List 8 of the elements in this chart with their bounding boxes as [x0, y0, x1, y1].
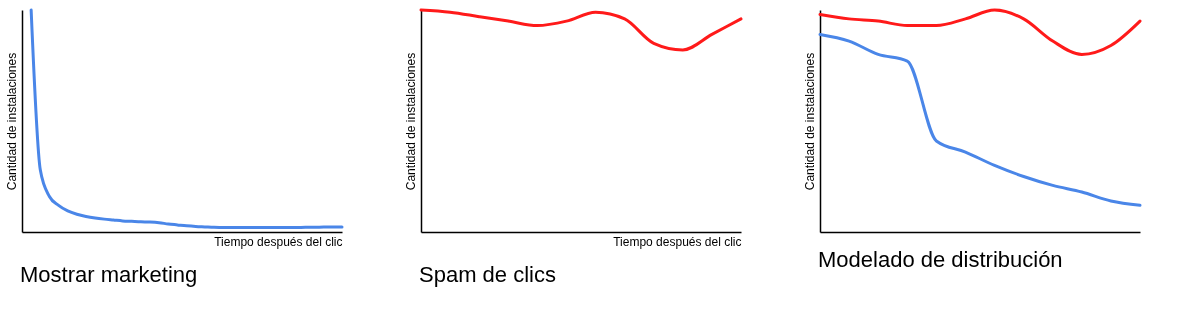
- y-axis-title: Cantidad de instalaciones: [802, 52, 817, 191]
- y-axis-title: Cantidad de instalaciones: [4, 52, 19, 191]
- text: Spam de clics: [419, 262, 556, 287]
- y-axis-title: Cantidad de instalaciones: [403, 52, 418, 191]
- text: Modelado de distribución: [818, 247, 1063, 272]
- x-axis-title: Tiempo después del clic: [214, 234, 343, 249]
- text: Mostrar marketing: [20, 262, 198, 287]
- x-axis-title: Tiempo después del clic: [613, 234, 742, 249]
